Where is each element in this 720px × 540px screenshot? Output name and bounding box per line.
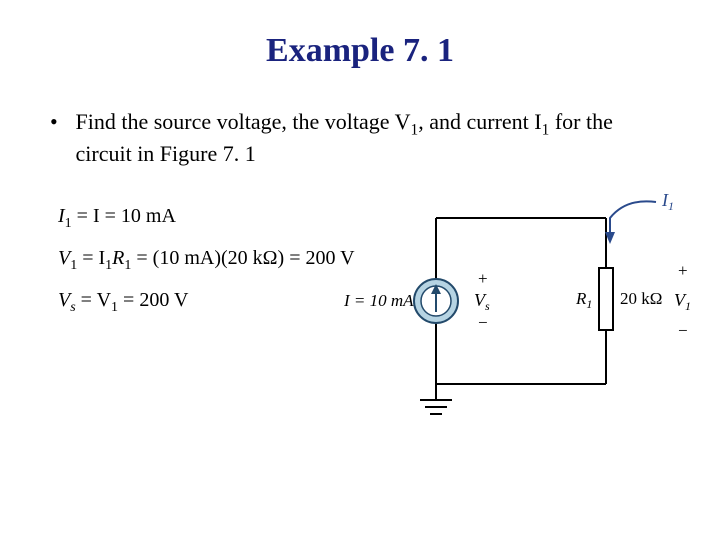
i1-arrow-path xyxy=(610,201,656,236)
equation-line-1: I1 = I = 10 mA xyxy=(58,196,355,238)
vs-plus: + xyxy=(478,269,488,288)
r1-value: 20 kΩ xyxy=(620,289,662,308)
vs-minus: − xyxy=(478,313,488,332)
v1-label: V1 xyxy=(674,290,691,313)
i1-label: I1 xyxy=(661,190,674,213)
eq2-f1: = I xyxy=(77,247,105,269)
v1-plus: + xyxy=(678,261,688,280)
eq3-f1: = V xyxy=(76,289,111,311)
eq2-V: V xyxy=(58,247,70,269)
vs-label: Vs xyxy=(474,290,490,313)
eq3-V1-sub: 1 xyxy=(111,300,118,315)
eq2-R: R xyxy=(112,247,124,269)
bullet-item: • Find the source voltage, the voltage V… xyxy=(50,108,670,167)
v1-minus: − xyxy=(678,321,688,340)
label-i-source-bound: I = 10 mA xyxy=(343,291,414,310)
title-text: Example 7. 1 xyxy=(266,32,454,69)
r1-label: R1 xyxy=(575,289,592,311)
bullet-frag-2: , and current I xyxy=(418,109,541,134)
eq1-rest: = I = 10 mA xyxy=(72,205,176,227)
bullet-text: Find the source voltage, the voltage V1,… xyxy=(76,108,666,167)
circuit-diagram: I = 10 mA + Vs − R1 20 kΩ + V1 − I1 xyxy=(318,188,698,448)
equations-block: I1 = I = 10 mA V1 = I1R1 = (10 mA)(20 kΩ… xyxy=(58,196,355,322)
eq2-p2: (20 kΩ) xyxy=(221,247,284,269)
eq1-I-sub: 1 xyxy=(65,216,72,231)
equation-line-3: Vs = V1 = 200 V xyxy=(58,280,355,322)
eq2-f2: = xyxy=(131,247,152,269)
eq1-I: I xyxy=(58,205,65,227)
eq2-p1: (10 mA) xyxy=(153,247,221,269)
equation-line-2: V1 = I1R1 = (10 mA)(20 kΩ) = 200 V xyxy=(58,238,355,280)
eq3-f2: = 200 V xyxy=(118,289,188,311)
bullet-frag-1: Find the source voltage, the voltage V xyxy=(76,109,411,134)
eq3-Vs: V xyxy=(58,289,70,311)
resistor-r1 xyxy=(599,268,613,330)
bullet-marker: • xyxy=(50,108,70,136)
slide-title: Example 7. 1 xyxy=(0,32,720,70)
